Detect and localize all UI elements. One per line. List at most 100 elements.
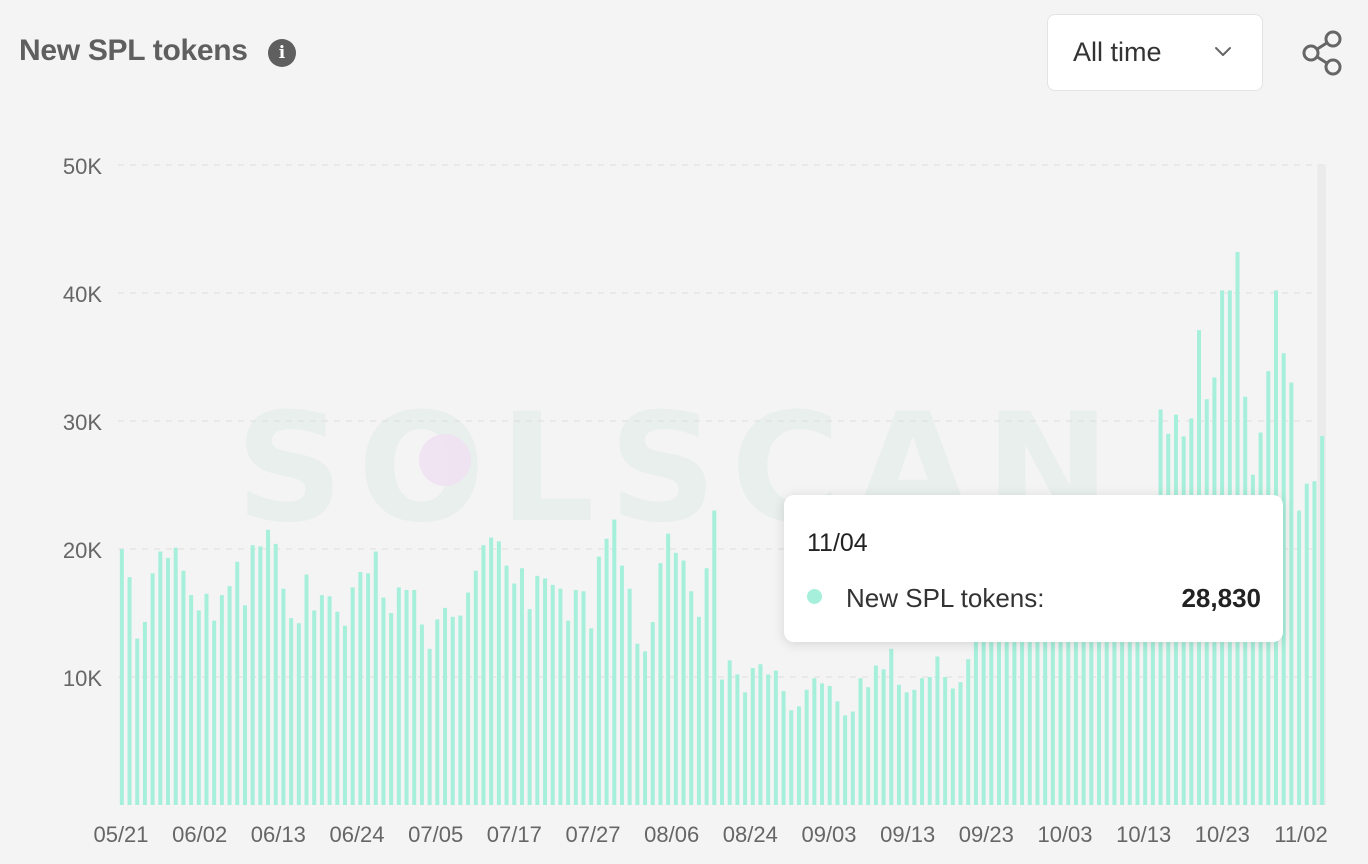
bar[interactable] bbox=[396, 587, 401, 805]
bar[interactable] bbox=[773, 670, 778, 805]
bar[interactable] bbox=[250, 545, 255, 805]
time-range-select[interactable]: All time bbox=[1047, 14, 1263, 91]
bar[interactable] bbox=[935, 656, 940, 805]
bar[interactable] bbox=[166, 557, 171, 805]
bar[interactable] bbox=[835, 701, 840, 805]
bar[interactable] bbox=[858, 678, 863, 805]
bar[interactable] bbox=[181, 570, 186, 805]
bar[interactable] bbox=[412, 589, 417, 805]
bar[interactable] bbox=[558, 588, 563, 805]
bar[interactable] bbox=[820, 683, 825, 805]
bar[interactable] bbox=[489, 537, 494, 805]
bar[interactable] bbox=[373, 551, 378, 805]
bar[interactable] bbox=[1120, 586, 1125, 805]
bar[interactable] bbox=[227, 586, 232, 805]
bar[interactable] bbox=[566, 620, 571, 805]
bar[interactable] bbox=[235, 561, 240, 805]
bar[interactable] bbox=[673, 552, 678, 805]
bar[interactable] bbox=[1135, 574, 1140, 805]
share-icon[interactable] bbox=[1299, 29, 1345, 77]
bar[interactable] bbox=[435, 619, 440, 805]
bar[interactable] bbox=[158, 551, 163, 805]
bar[interactable] bbox=[812, 678, 817, 805]
bar[interactable] bbox=[1020, 606, 1025, 805]
bar[interactable] bbox=[712, 510, 717, 805]
bar[interactable] bbox=[973, 624, 978, 805]
bar[interactable] bbox=[1304, 483, 1309, 805]
bar[interactable] bbox=[573, 589, 578, 805]
bar[interactable] bbox=[643, 651, 648, 805]
bar[interactable] bbox=[850, 711, 855, 805]
bar[interactable] bbox=[543, 578, 548, 805]
bar[interactable] bbox=[204, 593, 209, 805]
bar[interactable] bbox=[596, 556, 601, 805]
bar[interactable] bbox=[881, 669, 886, 805]
bar[interactable] bbox=[1027, 605, 1032, 805]
bar[interactable] bbox=[504, 565, 509, 805]
bar[interactable] bbox=[135, 638, 140, 805]
bar[interactable] bbox=[1035, 604, 1040, 805]
bar[interactable] bbox=[1150, 577, 1155, 805]
bar[interactable] bbox=[627, 588, 632, 805]
bar[interactable] bbox=[966, 659, 971, 805]
bar[interactable] bbox=[535, 575, 540, 805]
bar[interactable] bbox=[796, 706, 801, 805]
bar[interactable] bbox=[550, 584, 555, 805]
bar[interactable] bbox=[1097, 588, 1102, 805]
bar[interactable] bbox=[743, 692, 748, 805]
bar[interactable] bbox=[866, 687, 871, 805]
bar[interactable] bbox=[212, 620, 217, 805]
bar[interactable] bbox=[458, 615, 463, 805]
bar[interactable] bbox=[381, 597, 386, 805]
bar[interactable] bbox=[950, 688, 955, 805]
bar[interactable] bbox=[896, 684, 901, 805]
bar[interactable] bbox=[873, 665, 878, 805]
bar[interactable] bbox=[1004, 613, 1009, 805]
bar[interactable] bbox=[350, 587, 355, 805]
bar[interactable] bbox=[273, 543, 278, 805]
bar[interactable] bbox=[604, 538, 609, 805]
bar[interactable] bbox=[450, 616, 455, 805]
bar[interactable] bbox=[658, 563, 663, 805]
bar[interactable] bbox=[496, 541, 501, 805]
bar[interactable] bbox=[766, 674, 771, 805]
bar[interactable] bbox=[358, 572, 363, 805]
bar[interactable] bbox=[242, 605, 247, 805]
bar[interactable] bbox=[1058, 593, 1063, 805]
bar[interactable] bbox=[1089, 589, 1094, 805]
bar[interactable] bbox=[481, 545, 486, 805]
bar[interactable] bbox=[804, 689, 809, 805]
bar[interactable] bbox=[927, 677, 932, 805]
bar[interactable] bbox=[427, 648, 432, 805]
bar[interactable] bbox=[1127, 570, 1132, 805]
bar[interactable] bbox=[419, 624, 424, 805]
bar[interactable] bbox=[989, 619, 994, 805]
bar[interactable] bbox=[750, 668, 755, 805]
bar[interactable] bbox=[704, 568, 709, 805]
bar[interactable] bbox=[958, 682, 963, 805]
bar[interactable] bbox=[173, 547, 178, 805]
bar[interactable] bbox=[281, 588, 286, 805]
bar[interactable] bbox=[466, 592, 471, 805]
bar[interactable] bbox=[696, 616, 701, 805]
bar[interactable] bbox=[142, 621, 147, 805]
bar[interactable] bbox=[689, 591, 694, 805]
bar[interactable] bbox=[327, 596, 332, 805]
bar[interactable] bbox=[319, 595, 324, 805]
bar[interactable] bbox=[1012, 602, 1017, 805]
info-icon[interactable]: i bbox=[268, 39, 296, 67]
bar[interactable] bbox=[289, 618, 294, 805]
bar[interactable] bbox=[366, 573, 371, 805]
bar[interactable] bbox=[981, 616, 986, 805]
bar[interactable] bbox=[150, 573, 155, 805]
bar[interactable] bbox=[843, 715, 848, 805]
bar[interactable] bbox=[781, 691, 786, 805]
bar[interactable] bbox=[996, 611, 1001, 805]
bar[interactable] bbox=[1289, 382, 1294, 805]
bar[interactable] bbox=[735, 674, 740, 805]
bar[interactable] bbox=[1320, 435, 1325, 805]
bar[interactable] bbox=[219, 595, 224, 805]
bar[interactable] bbox=[312, 610, 317, 805]
bar[interactable] bbox=[904, 692, 909, 805]
bar[interactable] bbox=[512, 583, 517, 805]
